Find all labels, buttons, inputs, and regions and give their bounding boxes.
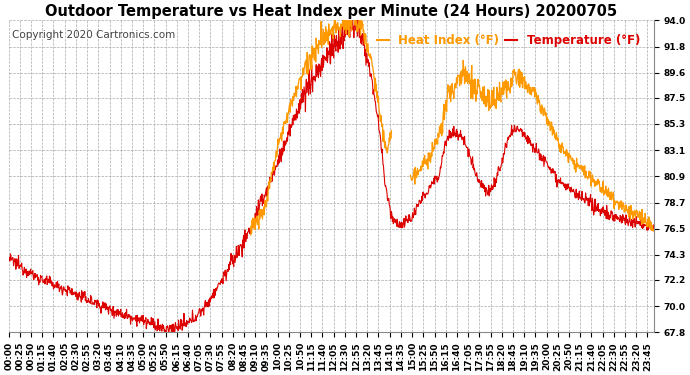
Text: Copyright 2020 Cartronics.com: Copyright 2020 Cartronics.com	[12, 30, 175, 40]
Legend: Heat Index (°F), Temperature (°F): Heat Index (°F), Temperature (°F)	[373, 29, 644, 52]
Title: Outdoor Temperature vs Heat Index per Minute (24 Hours) 20200705: Outdoor Temperature vs Heat Index per Mi…	[45, 4, 618, 19]
